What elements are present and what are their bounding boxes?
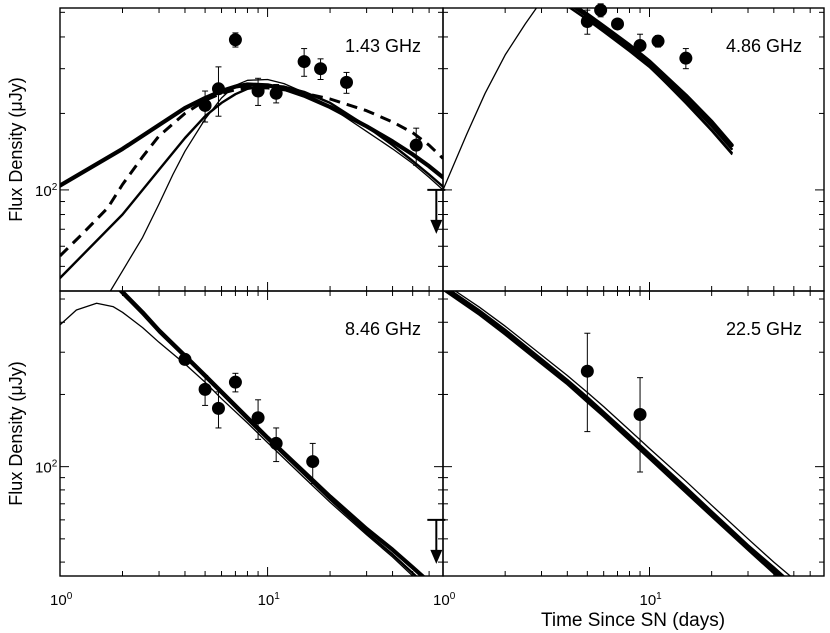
data-point [211, 401, 225, 415]
y-tick-label: 102 [35, 182, 58, 200]
data-point [251, 84, 265, 98]
x-tick-label: 100 [433, 591, 456, 609]
x-tick-label: 101 [639, 591, 662, 609]
data-point [651, 34, 665, 48]
data-point [594, 3, 608, 17]
model-curve-thin [60, 302, 414, 576]
model-curve-medium [118, 291, 418, 576]
data-point [340, 75, 354, 89]
axis-ticks [59, 291, 444, 576]
data-point [198, 98, 212, 112]
data-point [297, 55, 311, 69]
model-curve-thick [444, 291, 784, 576]
data-point [211, 82, 225, 96]
data-point [409, 138, 423, 152]
model-curves [443, 291, 792, 576]
model-curve-thin [109, 78, 443, 291]
y-axis-title: Flux Density (μJy) [6, 77, 26, 221]
axis-ticks [442, 291, 825, 576]
model-curve-thin [454, 291, 792, 576]
model-curves [60, 291, 426, 576]
upper-limit-arrow [430, 549, 443, 564]
data-point [269, 86, 283, 100]
data-point [633, 39, 647, 53]
panel-4: 22.5 GHz 100 101 [433, 290, 825, 609]
data-point [198, 382, 212, 396]
model-curve-thick [60, 82, 443, 188]
data-points [178, 352, 446, 564]
model-curve-medium [449, 291, 786, 576]
model-curve-dashed [60, 86, 443, 257]
data-point [580, 15, 594, 29]
data-points [198, 32, 446, 234]
data-points [580, 3, 693, 70]
data-point [611, 17, 625, 31]
model-curve-medium [568, 8, 733, 154]
data-point [306, 455, 320, 469]
frequency-label: 22.5 GHz [726, 319, 802, 339]
x-tick-label: 100 [50, 591, 73, 609]
data-point [314, 62, 328, 76]
data-point [228, 33, 242, 47]
data-point [633, 407, 647, 421]
data-point [580, 364, 594, 378]
model-curve-thin [443, 8, 733, 191]
model-curve-medium [572, 8, 733, 151]
data-point [269, 436, 283, 450]
upper-limit-arrow [430, 219, 443, 234]
frequency-label: 1.43 GHz [345, 36, 421, 56]
data-points [580, 332, 647, 473]
x-axis-title: Time Since SN (days) [541, 610, 725, 631]
model-curve-medium [443, 291, 779, 576]
panel-1: 1.43 GHz 102 Flux Density (μJy) [6, 7, 446, 292]
panel-2: 4.86 GHz [442, 3, 825, 292]
frequency-label: 4.86 GHz [726, 36, 802, 56]
frequency-label: 8.46 GHz [345, 319, 421, 339]
model-curve-medium [60, 84, 443, 280]
data-point [679, 51, 693, 65]
panel-3: 8.46 GHz 102 Flux Density (μJy) 100 101 [6, 290, 446, 609]
y-tick-label: 102 [35, 459, 58, 477]
data-point [228, 375, 242, 389]
model-curves [443, 8, 734, 191]
data-point [178, 352, 192, 366]
panel-frame [442, 290, 825, 577]
model-curve-thick [573, 8, 734, 148]
model-curves [60, 78, 443, 291]
y-axis-title: Flux Density (μJy) [6, 361, 26, 505]
data-point [251, 411, 265, 425]
x-tick-label: 101 [258, 591, 281, 609]
